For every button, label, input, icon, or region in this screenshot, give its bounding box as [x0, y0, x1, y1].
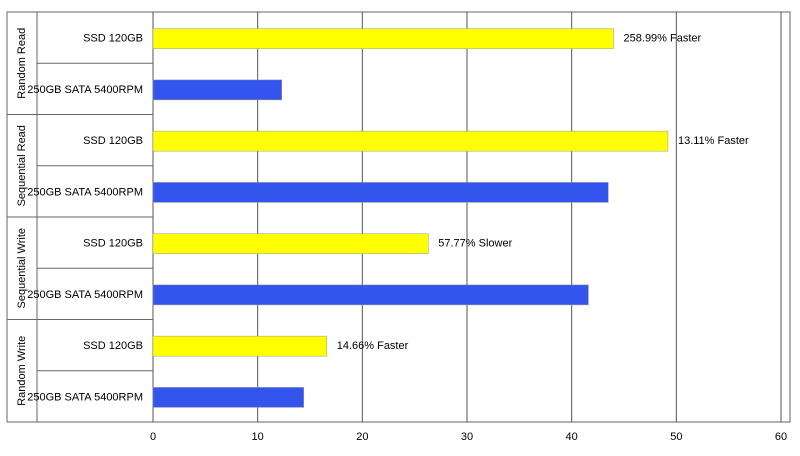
group-label: Sequential Read [16, 125, 28, 206]
annotation: 57.77% Slower [438, 238, 512, 250]
category-label: 250GB SATA 5400RPM [27, 84, 143, 96]
annotation: 258.99% Faster [624, 33, 702, 45]
bar [152, 233, 429, 254]
group-label: Sequential Write [16, 228, 28, 309]
bar [152, 335, 327, 357]
bar [152, 130, 669, 152]
group-label: Random Read [16, 28, 28, 99]
category-label: SSD 120GB [83, 238, 143, 250]
bar [152, 79, 282, 101]
group-label: Random Write [16, 336, 28, 406]
category-label: SSD 120GB [83, 340, 143, 352]
category-label: 250GB SATA 5400RPM [27, 391, 143, 403]
x-tick-label: 20 [356, 431, 368, 443]
annotation: 14.66% Faster [337, 340, 409, 352]
x-tick-label: 0 [150, 431, 156, 443]
bar [152, 284, 589, 306]
x-tick-label: 10 [252, 431, 264, 443]
category-label: 250GB SATA 5400RPM [27, 289, 143, 301]
x-tick-label: 30 [461, 431, 473, 443]
bar [152, 387, 304, 408]
category-label: 250GB SATA 5400RPM [27, 186, 143, 198]
category-label: SSD 120GB [83, 33, 143, 45]
category-label: SSD 120GB [83, 135, 143, 147]
x-tick-label: 60 [775, 431, 787, 443]
bar [152, 28, 614, 49]
bar [152, 182, 609, 203]
x-tick-label: 40 [566, 431, 578, 443]
x-tick-label: 50 [670, 431, 682, 443]
annotation: 13.11% Faster [678, 135, 749, 147]
